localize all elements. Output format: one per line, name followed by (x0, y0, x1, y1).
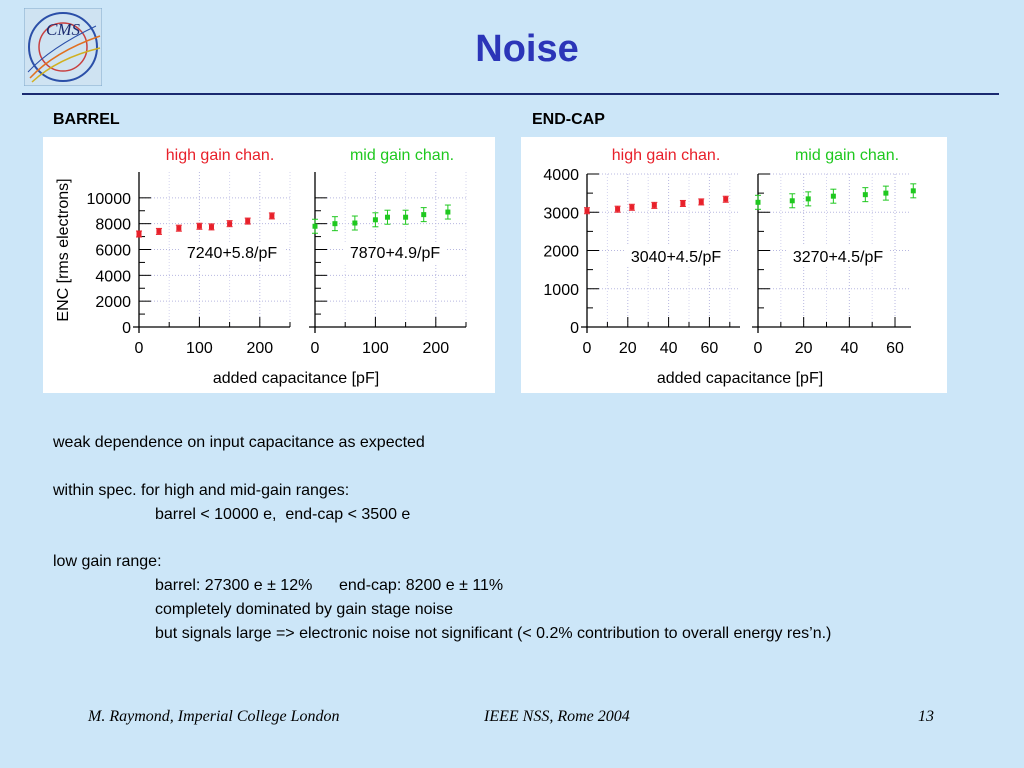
plot0-data-point (208, 224, 214, 230)
body-line-5: barrel: 27300 e ± 12% end-cap: 8200 e ± … (155, 577, 504, 594)
plot3-annotation: 3270+4.5/pF (793, 249, 884, 266)
plot2-x-tick-label: 60 (701, 340, 719, 357)
plot3-data-point (830, 193, 836, 199)
plot2-x-tick-label: 20 (619, 340, 637, 357)
plot0-data-point (176, 225, 182, 231)
title-divider (22, 93, 999, 95)
plot1-x-tick-label: 200 (422, 340, 449, 357)
body-line-6: completely dominated by gain stage noise (155, 601, 453, 618)
plot0-y-tick-label: 0 (122, 320, 131, 337)
plot1-data-point (372, 217, 378, 223)
barrel-label: BARREL (53, 111, 120, 128)
plot3-series-title: mid gain chan. (795, 147, 899, 164)
plot2-y-tick-label: 3000 (543, 205, 579, 222)
plot3-data-point (755, 199, 761, 205)
plot2-data-point (723, 196, 729, 202)
plot2-annotation: 3040+4.5/pF (631, 249, 722, 266)
plot1-series-title: mid gain chan. (350, 147, 454, 164)
slide-title: Noise (475, 28, 579, 70)
cms-logo: CMS (24, 8, 102, 86)
plot2-y-tick-label: 0 (570, 320, 579, 337)
plot0-annotation: 7240+5.8/pF (187, 245, 278, 262)
footer-conference: IEEE NSS, Rome 2004 (484, 708, 630, 725)
plot3-x-tick-label: 40 (840, 340, 858, 357)
plot1-data-point (421, 212, 427, 218)
plot0-series-title: high gain chan. (166, 147, 275, 164)
plot1-annotation-box (343, 242, 447, 263)
plot1-data-point (445, 209, 451, 215)
plot0-x-tick-label: 100 (186, 340, 213, 357)
plot3-data-point (805, 196, 811, 202)
plot0-x-axis-label: added capacitance [pF] (213, 370, 379, 387)
plot3-data-point (883, 190, 889, 196)
plot1-data-point (332, 221, 338, 227)
plot1-data-point (403, 214, 409, 220)
plot2-series-title: high gain chan. (612, 147, 721, 164)
plot0-y-tick-label: 8000 (95, 217, 131, 234)
plot3-data-point (789, 198, 795, 204)
plot1-data-point (352, 220, 358, 226)
plot0-annotation-box (180, 242, 284, 263)
plot0-x-tick-label: 0 (135, 340, 144, 357)
plot2-data-point (629, 204, 635, 210)
plot2-x-tick-label: 40 (660, 340, 678, 357)
plot0-y-tick-label: 2000 (95, 294, 131, 311)
plot0-y-tick-label: 4000 (95, 268, 131, 285)
plot2-annotation-box (624, 246, 728, 267)
plot2-data-point (584, 208, 590, 214)
barrel-chart-panel (43, 137, 495, 393)
plot0-x-tick-label: 200 (246, 340, 273, 357)
plot1-x-tick-label: 0 (311, 340, 320, 357)
body-line-4: low gain range: (53, 553, 162, 570)
plot2-data-point (680, 200, 686, 206)
plot2-y-tick-label: 1000 (543, 282, 579, 299)
plot3-data-point (862, 192, 868, 198)
plot0-data-point (227, 221, 233, 227)
plot1-data-point (384, 214, 390, 220)
plot2-x-tick-label: 0 (583, 340, 592, 357)
plot2-data-point (615, 206, 621, 212)
plot3-x-tick-label: 20 (795, 340, 813, 357)
plot0-data-point (136, 231, 142, 237)
plot2-y-tick-label: 4000 (543, 167, 579, 184)
body-line-1: weak dependence on input capacitance as … (53, 434, 425, 451)
plot0-y-tick-label: 10000 (87, 191, 132, 208)
plot0-data-point (196, 223, 202, 229)
plot3-data-point (910, 188, 916, 194)
plot0-y-tick-label: 6000 (95, 243, 131, 260)
plot1-data-point (312, 223, 318, 229)
plot3-x-tick-label: 60 (886, 340, 904, 357)
plot0-data-point (269, 213, 275, 219)
endcap-label: END-CAP (532, 111, 605, 128)
plot0-data-point (245, 218, 251, 224)
footer-page-number: 13 (918, 708, 934, 725)
plot2-x-axis-label: added capacitance [pF] (657, 370, 823, 387)
plot0-y-axis-label: ENC [rms electrons] (55, 178, 72, 321)
logo-text: CMS (46, 20, 81, 39)
plot0-data-point (156, 228, 162, 234)
plot1-x-tick-label: 100 (362, 340, 389, 357)
body-line-7: but signals large => electronic noise no… (155, 625, 832, 642)
plot2-data-point (698, 199, 704, 205)
plot3-x-tick-label: 0 (754, 340, 763, 357)
body-line-3: barrel < 10000 e, end-cap < 3500 e (155, 506, 411, 523)
body-line-2: within spec. for high and mid-gain range… (53, 482, 350, 499)
plot1-annotation: 7870+4.9/pF (350, 245, 441, 262)
plot2-data-point (651, 202, 657, 208)
plot3-annotation-box (786, 246, 890, 267)
footer-author: M. Raymond, Imperial College London (88, 708, 340, 725)
plot2-y-tick-label: 2000 (543, 244, 579, 261)
